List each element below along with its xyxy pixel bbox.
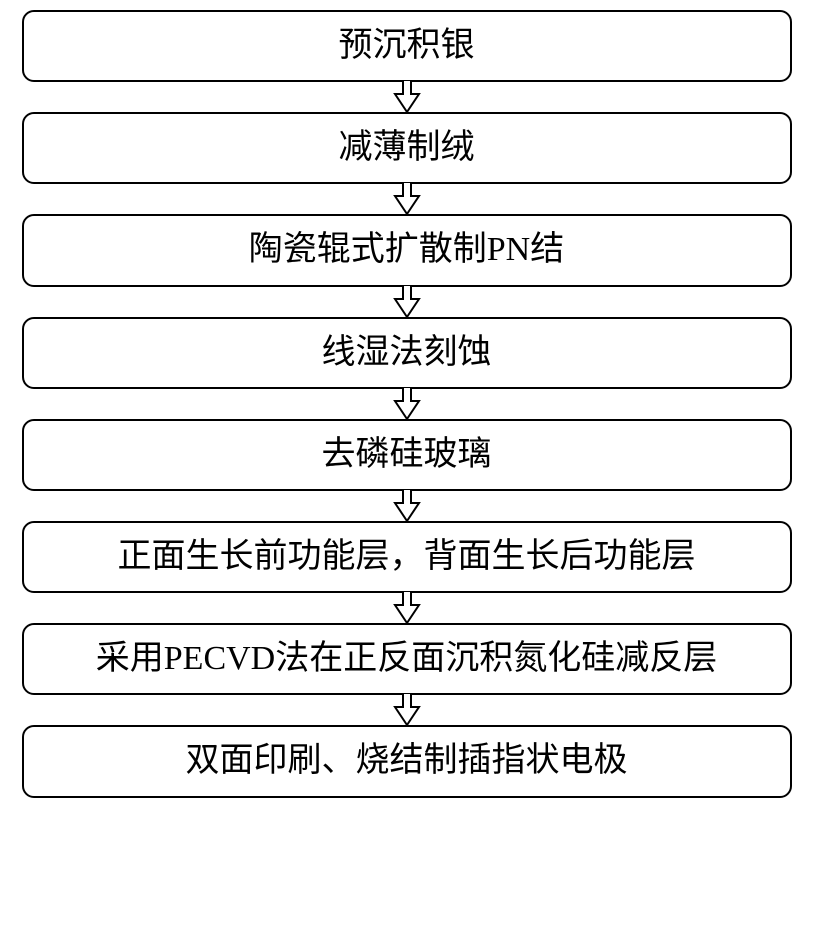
arrow-down-icon bbox=[393, 80, 421, 114]
flowchart-container: 预沉积银 减薄制绒 陶瓷辊式扩散制PN结 线湿法刻蚀 去磷硅玻璃 bbox=[10, 10, 803, 798]
flowchart-step: 线湿法刻蚀 bbox=[22, 317, 792, 389]
flowchart-step: 预沉积银 bbox=[22, 10, 792, 82]
flowchart-step: 陶瓷辊式扩散制PN结 bbox=[22, 214, 792, 286]
flowchart-step: 去磷硅玻璃 bbox=[22, 419, 792, 491]
step-label: 陶瓷辊式扩散制PN结 bbox=[249, 231, 564, 268]
flowchart-step: 双面印刷、烧结制插指状电极 bbox=[22, 725, 792, 797]
arrow-down-icon bbox=[393, 387, 421, 421]
step-label: 双面印刷、烧结制插指状电极 bbox=[186, 742, 628, 779]
flowchart-step: 正面生长前功能层，背面生长后功能层 bbox=[22, 521, 792, 593]
arrow-down-icon bbox=[393, 591, 421, 625]
flowchart-step: 采用PECVD法在正反面沉积氮化硅减反层 bbox=[22, 623, 792, 695]
step-label: 预沉积银 bbox=[339, 27, 475, 64]
arrow-down-icon bbox=[393, 182, 421, 216]
arrow-down-icon bbox=[393, 489, 421, 523]
step-label: 采用PECVD法在正反面沉积氮化硅减反层 bbox=[96, 640, 717, 677]
step-label: 线湿法刻蚀 bbox=[322, 334, 492, 371]
arrow-down-icon bbox=[393, 693, 421, 727]
step-label: 正面生长前功能层，背面生长后功能层 bbox=[118, 538, 696, 575]
step-label: 减薄制绒 bbox=[339, 129, 475, 166]
flowchart-step: 减薄制绒 bbox=[22, 112, 792, 184]
arrow-down-icon bbox=[393, 285, 421, 319]
step-label: 去磷硅玻璃 bbox=[322, 436, 492, 473]
